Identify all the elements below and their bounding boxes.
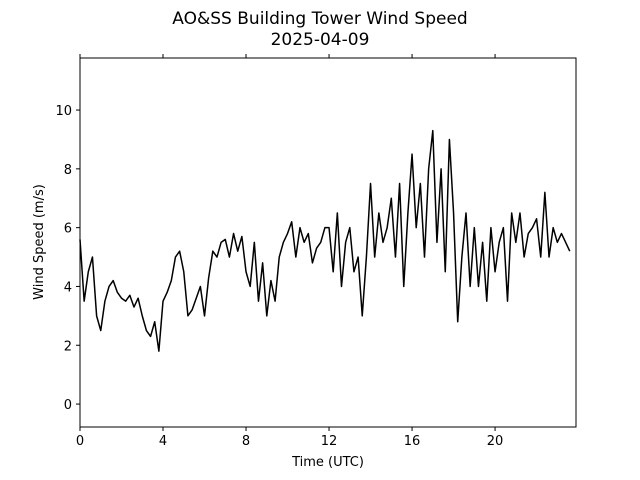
plot-frame <box>79 57 577 428</box>
y-tick-label: 10 <box>55 104 72 119</box>
x-tick-label: 12 <box>321 434 338 449</box>
x-axis-label: Time (UTC) <box>291 455 364 470</box>
chart-subtitle: 2025-04-09 <box>271 30 370 50</box>
x-tick-label: 4 <box>159 434 167 449</box>
x-tick-label: 16 <box>404 434 421 449</box>
y-tick-label: 4 <box>64 280 72 295</box>
y-tick-label: 6 <box>64 222 72 237</box>
y-tick-label: 8 <box>64 163 72 178</box>
x-tick-label: 0 <box>76 434 84 449</box>
data-line <box>79 129 571 352</box>
x-tick-label: 8 <box>242 434 250 449</box>
y-axis-label: Wind Speed (m/s) <box>32 184 47 300</box>
x-tick-label: 20 <box>487 434 504 449</box>
y-tick-label: 2 <box>64 339 72 354</box>
y-tick-label: 0 <box>64 398 72 413</box>
chart-title: AO&SS Building Tower Wind Speed <box>172 9 467 29</box>
